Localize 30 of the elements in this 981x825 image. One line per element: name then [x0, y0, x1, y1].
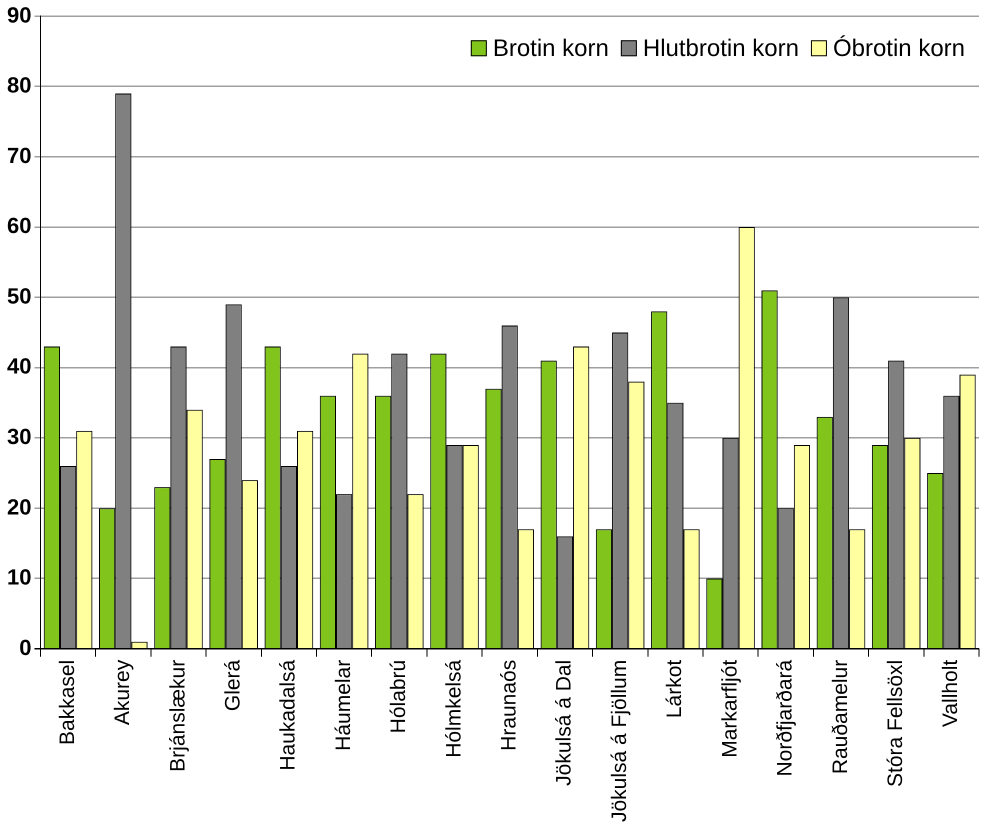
legend-label: Óbrotin korn [832, 34, 966, 62]
legend-label: Brotin korn [492, 34, 609, 62]
y-tick-label: 20 [6, 494, 32, 520]
x-tick-label: Lárkot [663, 660, 686, 718]
x-tick-label: Rauðamelur [828, 660, 852, 774]
x-tick-label: Jökulsá á Dal [552, 660, 576, 786]
y-tick-label: 50 [6, 283, 32, 308]
x-tick-label: Stóra Fellsöxl [884, 660, 907, 787]
x-tick-label: Háumelar [332, 660, 355, 751]
y-tick-label: 40 [6, 354, 32, 379]
x-tick-label: Brjánslækur [166, 660, 190, 772]
x-tick-label: Akurey [111, 659, 134, 726]
y-tick-label: 0 [19, 634, 32, 660]
x-tick-label: Hólmkelsá [442, 659, 466, 758]
x-tick-label: Jökulsá á Fjöllum [608, 660, 631, 822]
x-tick-label: Hólabrú [387, 660, 410, 734]
y-tick-label: 60 [6, 213, 32, 238]
y-tick-label: 90 [6, 2, 32, 28]
x-tick-label: Hraunaós [498, 660, 521, 751]
y-tick-label: 10 [6, 564, 32, 590]
x-tick-label: Norðfjarðará [774, 659, 797, 777]
y-tick-label: 70 [6, 142, 32, 168]
x-tick-label: Glerá [221, 659, 244, 712]
x-tick-label: Vallholt [939, 660, 962, 728]
legend-label: Hlutbrotin korn [642, 34, 799, 62]
x-tick-label: Bakkasel [56, 660, 79, 745]
y-tick-label: 80 [6, 72, 32, 98]
y-tick-label: 30 [6, 424, 32, 449]
x-tick-label: Haukadalsá [276, 659, 300, 771]
x-tick-label: Markarfljót [718, 660, 742, 758]
